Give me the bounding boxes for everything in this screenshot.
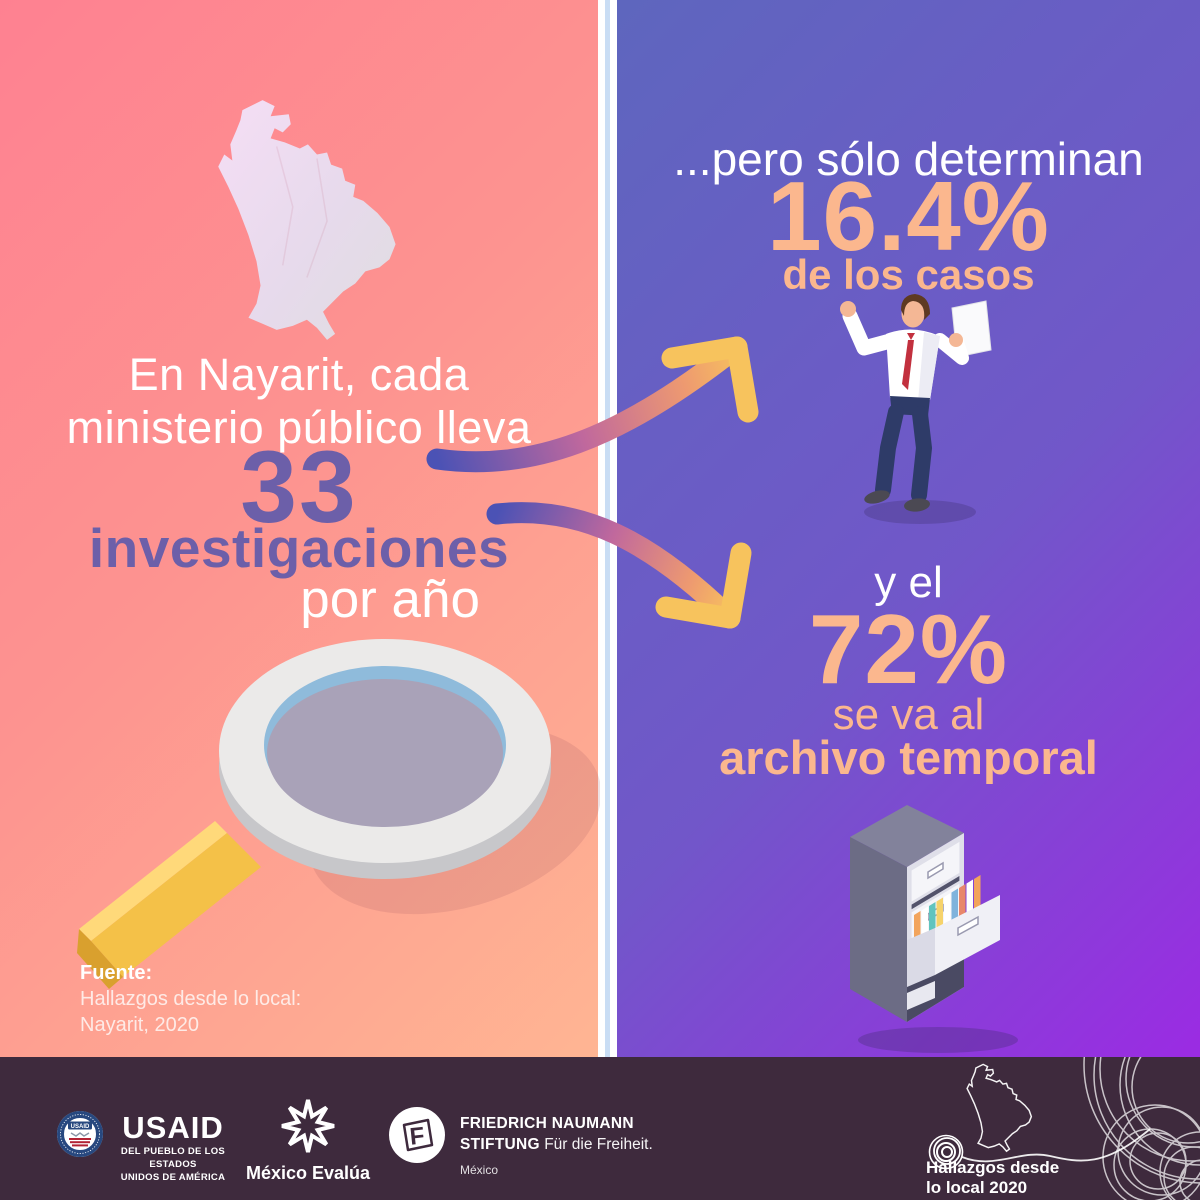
person-right-shoe <box>904 498 930 512</box>
mexico-evalua-star-icon <box>281 1099 335 1153</box>
mexico-evalua-name: México Evalúa <box>245 1163 371 1183</box>
file-cabinet-illustration <box>850 805 1018 1053</box>
prosecutor-person-illustration <box>840 294 992 524</box>
footer-doodles <box>928 1057 1200 1200</box>
spiral-doodle-icon <box>928 1134 964 1170</box>
tie-knot <box>907 333 915 340</box>
campaign-line-1: Hallazgos desde <box>926 1158 1060 1177</box>
usaid-tagline: DEL PUEBLO DE LOS ESTADOS UNIDOS DE AMÉR… <box>120 1146 226 1183</box>
svg-text:F: F <box>408 1122 425 1150</box>
person-right-leg <box>911 406 933 503</box>
person-left-arm <box>842 308 902 356</box>
intro-line-1: En Nayarit, cada <box>128 349 470 400</box>
person-left-hand <box>840 301 856 317</box>
open-drawer-side <box>907 928 935 987</box>
person-shadow <box>864 500 976 524</box>
nayarit-outline-icon <box>966 1063 1033 1152</box>
fns-line-3: México <box>460 1162 499 1177</box>
fns-line-2: STIFTUNG Für die Freiheit. <box>460 1135 653 1153</box>
map-inner-border <box>306 158 328 278</box>
result-stat: 16.4% <box>767 161 1050 271</box>
map-inner-border <box>275 146 294 266</box>
cabinet-top <box>850 805 964 867</box>
intro-line-2: ministerio público lleva <box>66 402 532 454</box>
person-right-arm <box>933 333 969 365</box>
fns-line-1: FRIEDRICH NAUMANN <box>460 1115 634 1132</box>
person-hair <box>901 294 930 320</box>
nayarit-map <box>218 100 396 340</box>
source-label: Fuente: <box>80 962 153 984</box>
stat-unit: por año <box>300 570 480 629</box>
stat-number: 33 <box>240 430 358 544</box>
source-note: Fuente: Hallazgos desde lo local: Nayari… <box>80 960 301 1038</box>
person-left-leg <box>875 404 904 498</box>
person-left-shoe <box>864 490 890 504</box>
cabinet-shadow <box>858 1027 1018 1053</box>
drawer-1-handle <box>927 861 944 880</box>
stat-label: investigaciones <box>88 517 510 579</box>
intro-text: En Nayarit, cada ministerio público llev… <box>0 348 598 454</box>
open-drawer-handle <box>957 915 979 937</box>
result-label: de los casos <box>782 251 1035 298</box>
source-line-2: Nayarit, 2020 <box>80 1014 199 1036</box>
curved-arrow-up-icon <box>426 336 748 473</box>
bottom-drawer <box>907 981 935 1010</box>
lens-glass <box>267 679 503 827</box>
fns-logo-icon: F <box>389 1107 445 1163</box>
handle-main-face <box>91 833 261 977</box>
shirt-shade <box>918 332 940 402</box>
result-intro: ...pero sólo determinan <box>673 133 1144 185</box>
arrow-down-head <box>655 542 752 629</box>
person-right-hand <box>949 333 963 347</box>
source-line-1: Hallazgos desde lo local: <box>80 988 302 1010</box>
archive-stat: 72% <box>808 594 1009 704</box>
curved-arrow-down-icon <box>486 502 741 629</box>
usaid-seal-icon: USAID <box>57 1111 103 1157</box>
seal-text: USAID <box>71 1124 90 1130</box>
handle-top-face <box>79 821 227 941</box>
tie-strip <box>902 340 914 390</box>
fns-logo-text: FRIEDRICH NAUMANN STIFTUNG Für die Freih… <box>460 1114 653 1178</box>
campaign-title: Hallazgos desde lo local 2020 <box>926 1158 1059 1198</box>
archive-label-2: archivo temporal <box>719 731 1098 784</box>
usaid-logo: USAID DEL PUEBLO DE LOS ESTADOS UNIDOS D… <box>103 1112 243 1184</box>
magnifying-glass-icon <box>77 639 600 989</box>
open-drawer-front <box>935 895 1000 975</box>
usaid-name: USAID <box>122 1110 224 1145</box>
handle-end-cap <box>77 929 123 989</box>
arrow-up-head <box>661 336 759 423</box>
campaign-line-2: lo local 2020 <box>926 1178 1028 1198</box>
flow-arrows <box>426 336 759 629</box>
drawer-slot <box>911 876 960 910</box>
archive-intro: y el <box>874 558 943 607</box>
scribble-circles-icon <box>1083 1057 1200 1200</box>
archive-label-1: se va al <box>832 690 985 739</box>
person-head <box>901 300 925 328</box>
cabinet-side <box>850 837 907 1022</box>
